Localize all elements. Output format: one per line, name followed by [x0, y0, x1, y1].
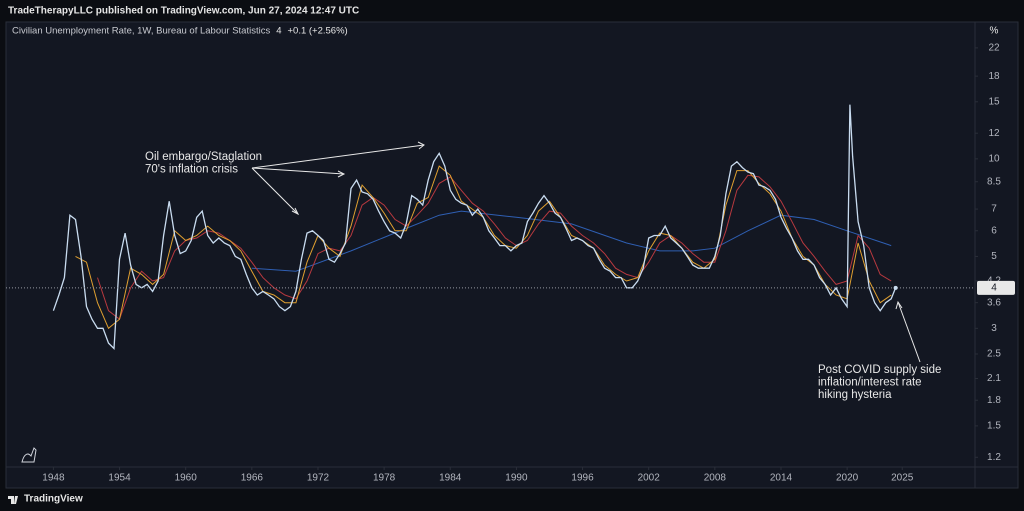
annotation: Oil embargo/Staglation	[145, 151, 262, 163]
x-tick-label: 2014	[770, 473, 793, 484]
legend-last-value: 4	[276, 26, 281, 37]
annotation: Post COVID supply side	[818, 364, 941, 376]
series-title: Civilian Unemployment Rate, 1W, Bureau o…	[12, 26, 270, 37]
x-tick-label: 2020	[836, 473, 859, 484]
arrow	[251, 167, 299, 215]
last-value-label: 4	[991, 282, 997, 293]
logo-icon	[21, 447, 37, 463]
arrow	[251, 144, 425, 169]
x-tick-label: 1984	[439, 473, 462, 484]
arrow-head	[895, 300, 903, 310]
y-tick-label: 10	[988, 153, 1000, 164]
y-tick-label: 1.5	[987, 421, 1001, 432]
chart-panel	[5, 21, 1019, 489]
arrow	[897, 301, 921, 363]
annotation: hiking hysteria	[818, 389, 892, 401]
y-tick-label: 3	[991, 323, 997, 334]
y-tick-label: 15	[988, 96, 1000, 107]
legend-change: +0.1 (+2.56%)	[288, 26, 348, 37]
y-tick-label: 2.1	[987, 373, 1001, 384]
series-line	[52, 104, 897, 350]
y-unit: %	[990, 26, 999, 37]
arrow	[251, 167, 345, 175]
x-tick-label: 2008	[704, 473, 727, 484]
x-tick-label: 1978	[373, 473, 396, 484]
x-tick-label: 1954	[108, 473, 131, 484]
series-line	[251, 210, 892, 272]
y-tick-label: 18	[988, 71, 1000, 82]
arrows	[251, 141, 921, 363]
y-tick-label: 1.8	[987, 395, 1001, 406]
logo-box	[18, 446, 40, 466]
x-tick-label: 1960	[175, 473, 198, 484]
x-tick-label: 2025	[891, 473, 914, 484]
brand: TradingView	[24, 494, 83, 505]
brand-icon	[8, 496, 18, 504]
x-tick-label: 1972	[307, 473, 330, 484]
last-point	[893, 285, 898, 290]
x-tick-label: 1990	[505, 473, 528, 484]
x-tick-label: 1948	[42, 473, 65, 484]
x-tick-label: 1996	[571, 473, 594, 484]
annotation: inflation/interest rate	[818, 377, 922, 389]
y-tick-label: 5	[991, 251, 997, 262]
y-tick-label: 7	[991, 204, 997, 215]
y-tick-label: 6	[991, 225, 997, 236]
last-value-box	[977, 280, 1015, 295]
y-tick-label: 12	[988, 128, 1000, 139]
x-tick-label: 2002	[638, 473, 661, 484]
arrow-head	[291, 207, 300, 216]
annotation: 70's inflation crisis	[145, 164, 238, 176]
y-tick-label: 3.6	[987, 297, 1001, 308]
arrow-head	[417, 141, 425, 150]
x-tick-label: 1966	[241, 473, 264, 484]
logo	[8, 446, 40, 504]
y-tick-label: 8.5	[987, 176, 1001, 187]
y-tick-label: 22	[988, 43, 1000, 54]
publisher-header: TradeTherapyLLC published on TradingView…	[8, 6, 359, 17]
y-tick-label: 2.5	[987, 349, 1001, 360]
y-tick-label: 1.2	[987, 452, 1001, 463]
arrow-head	[337, 170, 346, 178]
